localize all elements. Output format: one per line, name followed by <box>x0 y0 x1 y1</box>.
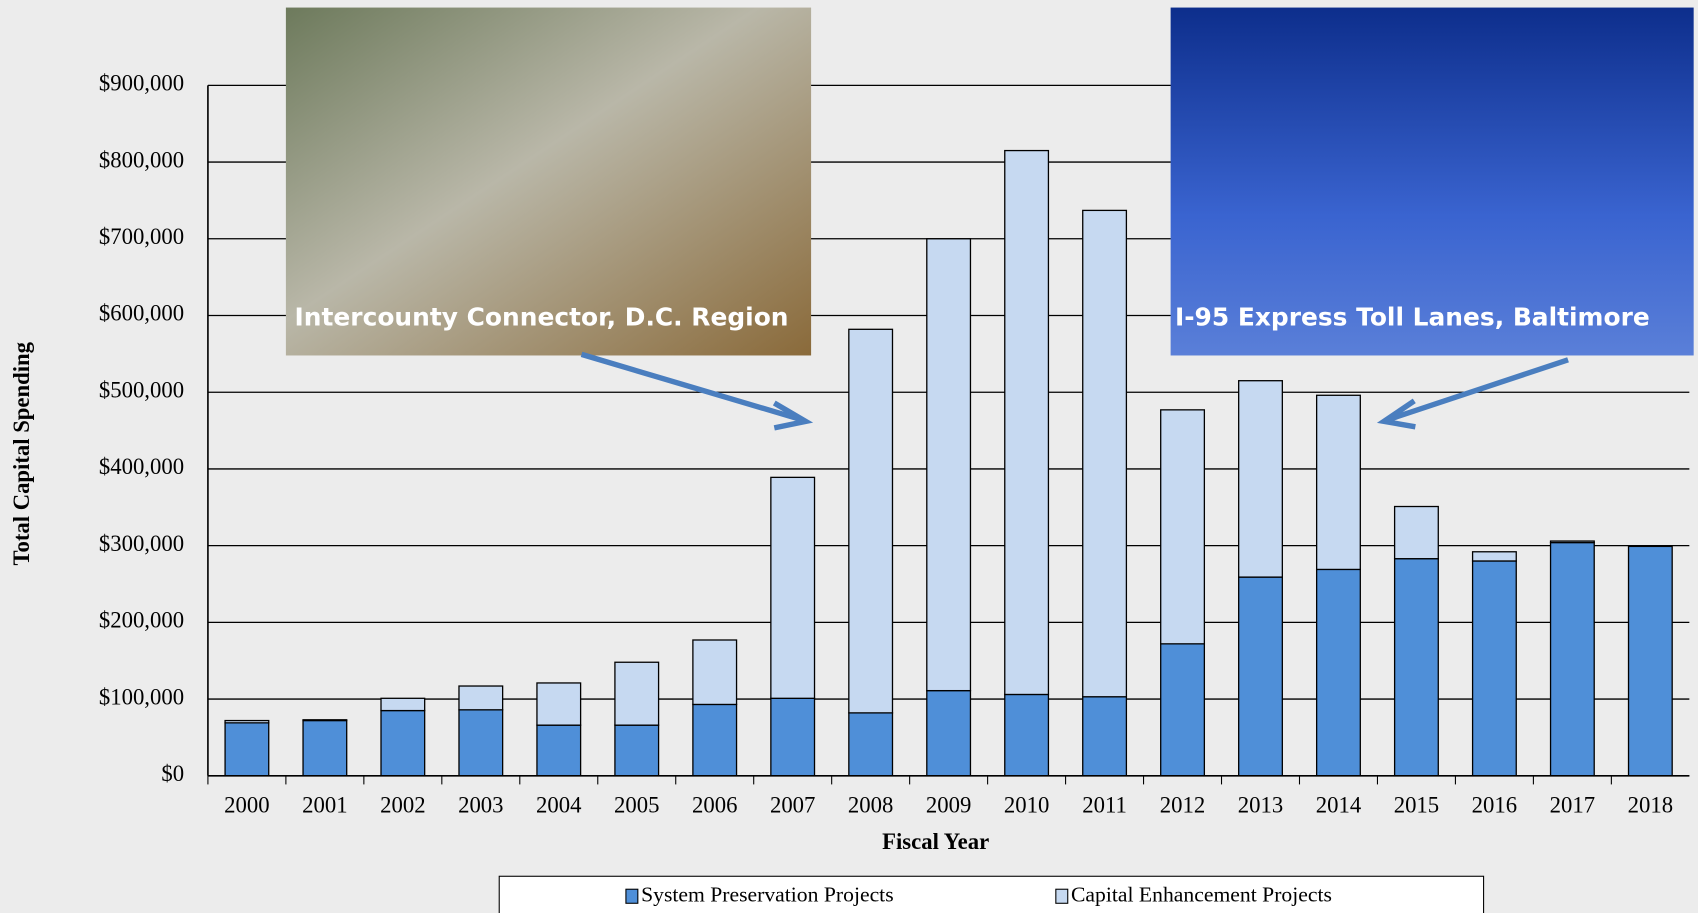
bar <box>1315 568 1361 777</box>
bar <box>536 682 582 726</box>
bar <box>614 661 660 726</box>
bar <box>1004 693 1050 777</box>
bar <box>302 719 348 777</box>
bar <box>1160 643 1206 777</box>
x-tick-label: 2015 <box>1394 792 1439 817</box>
y-tick-label: $700,000 <box>99 224 184 249</box>
bar <box>1082 696 1128 777</box>
bar <box>1004 149 1050 696</box>
bar <box>926 689 972 777</box>
bar <box>1393 505 1439 560</box>
arrows <box>580 351 1569 431</box>
legend-swatch <box>1055 888 1069 904</box>
y-tick-label: $600,000 <box>99 301 184 326</box>
annotation: Intercounty Connector, D.C. Region <box>295 303 789 332</box>
bar <box>926 238 972 692</box>
y-tick-label: $0 <box>161 761 184 786</box>
x-tick-label: 2016 <box>1472 792 1517 817</box>
bar <box>1549 540 1595 544</box>
bar <box>770 697 816 777</box>
legend-label: System Preservation Projects <box>641 883 894 907</box>
y-tick-label: $800,000 <box>99 147 184 172</box>
bar <box>458 709 504 777</box>
bar <box>302 719 348 722</box>
bar <box>770 476 816 699</box>
bar <box>380 697 426 712</box>
x-tick-label: 2013 <box>1238 792 1283 817</box>
bar <box>1238 380 1283 578</box>
x-tick-label: 2008 <box>848 792 893 817</box>
bar <box>1627 545 1673 777</box>
x-tick-label: 2012 <box>1160 792 1205 817</box>
bar <box>1082 209 1128 698</box>
y-tick-label: $900,000 <box>99 71 184 96</box>
bar <box>1471 560 1517 777</box>
bar <box>1471 551 1517 562</box>
photo <box>285 7 812 356</box>
x-tick-label: 2002 <box>380 792 425 817</box>
bar <box>1238 576 1283 777</box>
x-axis-title: Fiscal Year <box>882 829 989 854</box>
bar <box>1315 394 1361 571</box>
x-tick-label: 2010 <box>1004 792 1049 817</box>
bar <box>1160 409 1206 645</box>
y-tick-label: $300,000 <box>99 531 184 556</box>
x-tick-label: 2001 <box>302 792 347 817</box>
bar <box>536 724 582 777</box>
legend-label: Capital Enhancement Projects <box>1071 883 1332 907</box>
x-tick-label: 2011 <box>1082 792 1127 817</box>
annotation: I-95 Express Toll Lanes, Baltimore <box>1175 303 1650 332</box>
x-tick-label: 2017 <box>1550 792 1595 817</box>
y-tick-label: $400,000 <box>99 454 184 479</box>
bar <box>224 722 270 777</box>
bar <box>1549 541 1595 777</box>
bar <box>224 719 270 724</box>
bar <box>848 328 894 714</box>
y-axis-title: Total Capital Spending <box>9 341 34 565</box>
x-tick-label: 2005 <box>614 792 659 817</box>
bar <box>380 709 426 777</box>
legend-swatch <box>625 888 639 904</box>
x-tick-label: 2009 <box>926 792 971 817</box>
photo <box>1170 7 1694 356</box>
x-tick-label: 2006 <box>692 792 737 817</box>
bar <box>848 712 894 777</box>
bar <box>692 703 738 777</box>
y-tick-label: $200,000 <box>99 608 184 633</box>
legend <box>498 875 1485 913</box>
x-tick-label: 2018 <box>1628 792 1673 817</box>
y-tick-label: $500,000 <box>99 377 184 402</box>
x-tick-label: 2004 <box>536 792 581 817</box>
bar <box>692 639 738 706</box>
x-tick-label: 2007 <box>770 792 815 817</box>
bar <box>1393 558 1439 777</box>
y-tick-label: $100,000 <box>99 684 184 709</box>
x-tick-label: 2003 <box>458 792 503 817</box>
x-tick-label: 2014 <box>1316 792 1361 817</box>
bar <box>458 685 504 711</box>
x-tick-label: 2000 <box>224 792 269 817</box>
bar <box>614 724 660 777</box>
